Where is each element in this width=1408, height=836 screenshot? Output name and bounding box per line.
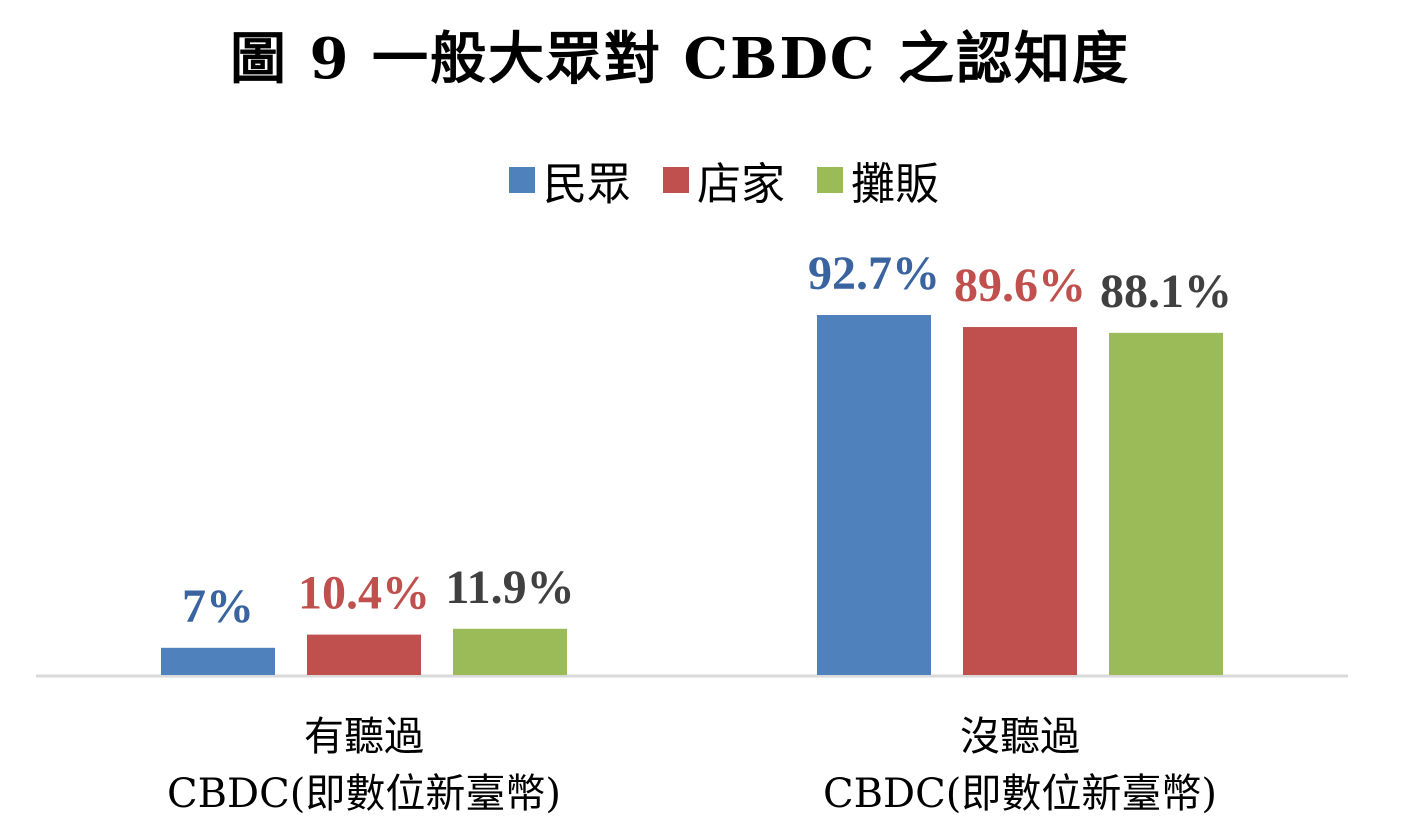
- legend-label-0: 民眾: [543, 159, 631, 210]
- legend: 民眾 店家 攤販: [0, 148, 1408, 212]
- legend-item-1: 店家: [663, 148, 785, 212]
- category-label-1-1: CBDC(即數位新臺幣): [823, 771, 1217, 817]
- bar-1-1: [963, 327, 1077, 675]
- legend-label-2: 攤販: [851, 159, 939, 210]
- bar-0-2: [453, 628, 567, 675]
- data-label-1-2: 88.1%: [1100, 265, 1232, 318]
- legend-item-2: 攤販: [817, 148, 939, 212]
- legend-item-0: 民眾: [509, 148, 631, 212]
- legend-swatch-1: [663, 167, 689, 193]
- data-label-1-1: 89.6%: [954, 259, 1086, 312]
- data-label-0-1: 10.4%: [298, 567, 430, 620]
- bar-1-2: [1109, 332, 1223, 675]
- bar-1-0: [817, 315, 931, 675]
- data-label-1-0: 92.7%: [808, 247, 940, 300]
- bar-0-0: [161, 647, 275, 675]
- data-label-0-2: 11.9%: [445, 561, 574, 614]
- category-label-0-0: 有聽過: [304, 714, 424, 760]
- legend-swatch-0: [509, 167, 535, 193]
- category-label-1-0: 沒聽過: [960, 714, 1080, 760]
- bar-0-1: [307, 634, 421, 675]
- chart-title: 圖 9 一般大眾對 CBDC 之認知度: [230, 26, 1130, 92]
- data-label-0-0: 7%: [182, 580, 254, 633]
- legend-swatch-2: [817, 167, 843, 193]
- legend-label-1: 店家: [697, 159, 785, 210]
- category-label-0-1: CBDC(即數位新臺幣): [167, 771, 561, 817]
